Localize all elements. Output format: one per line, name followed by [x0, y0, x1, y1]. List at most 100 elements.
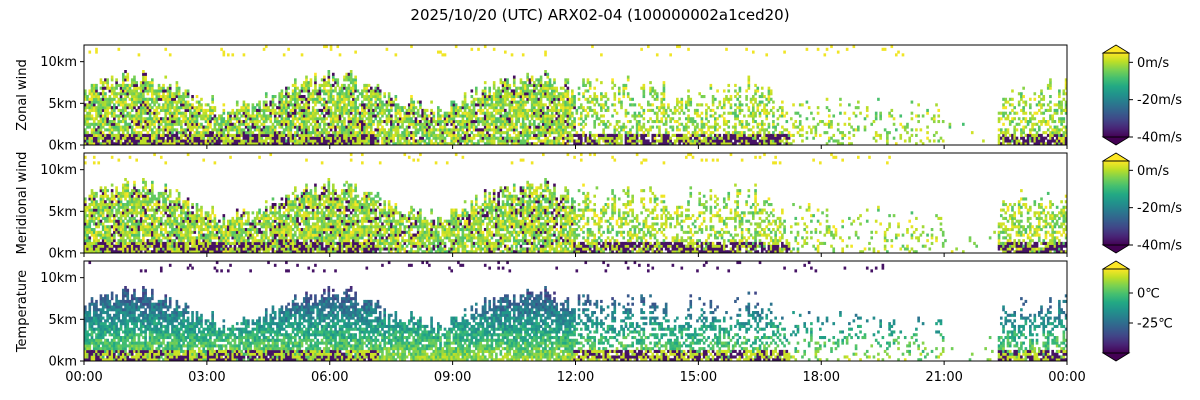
heatmap-cell [541, 83, 545, 87]
heatmap-cell [646, 100, 650, 104]
heatmap-cell [642, 95, 646, 99]
heatmap-cell [285, 103, 288, 107]
heatmap-cell [548, 78, 552, 82]
heatmap-cell [155, 108, 159, 112]
heatmap-cell [1020, 95, 1023, 99]
heatmap-cell [506, 117, 509, 121]
heatmap-cell [356, 125, 360, 129]
heatmap-cell [416, 100, 420, 104]
heatmap-cell [948, 125, 952, 129]
heatmap-cell [144, 106, 147, 110]
heatmap-cell [754, 114, 757, 118]
heatmap-cell [340, 133, 344, 137]
heatmap-cell [841, 131, 844, 135]
heatmap-cell [84, 89, 87, 93]
heatmap-cell [441, 131, 445, 135]
heatmap-cell [582, 133, 585, 137]
heatmap-cell [329, 133, 333, 137]
heatmap-cell [229, 117, 232, 121]
heatmap-cell [729, 97, 733, 101]
heatmap-cell [805, 100, 809, 104]
heatmap-cell [600, 92, 603, 96]
heatmap-cell [521, 111, 525, 115]
heatmap-cell [466, 117, 469, 121]
heatmap-cell [727, 125, 731, 129]
heatmap-cell [356, 136, 360, 140]
heatmap-cell [211, 108, 214, 112]
heatmap-cell [602, 103, 605, 107]
heatmap-cell [658, 120, 661, 124]
heatmap-cell [329, 92, 333, 96]
heatmap-cell [142, 81, 145, 85]
heatmap-cell [579, 117, 583, 121]
heatmap-cell [428, 142, 431, 146]
heatmap-cell [499, 103, 503, 107]
heatmap-cell [760, 86, 764, 90]
heatmap-cell [226, 117, 230, 121]
heatmap-cell [296, 125, 299, 129]
heatmap-cell [106, 142, 109, 146]
heatmap-cell [399, 125, 402, 129]
heatmap-cell [258, 106, 261, 110]
heatmap-cell [394, 133, 398, 137]
heatmap-cell [468, 114, 471, 118]
heatmap-cell [336, 83, 340, 87]
heatmap-cell [584, 139, 588, 143]
heatmap-cell [300, 139, 304, 143]
heatmap-cell [164, 106, 168, 110]
heatmap-cell [316, 100, 319, 104]
heatmap-cell [343, 128, 346, 132]
heatmap-cell [479, 103, 483, 107]
heatmap-cell [416, 122, 420, 126]
heatmap-cell [117, 142, 121, 146]
heatmap-cell [347, 97, 351, 101]
heatmap-cell [249, 131, 252, 135]
heatmap-cell [294, 83, 297, 87]
heatmap-cell [414, 133, 418, 137]
heatmap-cell [687, 139, 690, 143]
heatmap-cell [124, 108, 127, 112]
heatmap-cell [282, 103, 286, 107]
heatmap-cell [159, 133, 163, 137]
heatmap-cell [215, 136, 219, 140]
heatmap-cell [410, 117, 413, 121]
heatmap-cell [466, 120, 469, 124]
heatmap-cell [256, 111, 259, 115]
heatmap-cell [282, 139, 286, 143]
heatmap-cell [452, 100, 456, 104]
heatmap-cell [222, 117, 226, 121]
heatmap-cell [432, 142, 436, 146]
heatmap-cell [926, 125, 929, 129]
heatmap-cell [108, 128, 112, 132]
heatmap-cell [331, 114, 335, 118]
heatmap-cell [267, 117, 270, 121]
heatmap-cell [586, 111, 590, 115]
heatmap-cell [331, 89, 335, 93]
heatmap-cell [153, 92, 156, 96]
heatmap-cell [573, 125, 576, 129]
heatmap-cell [622, 95, 626, 99]
heatmap-cell [175, 81, 179, 85]
heatmap-cell [247, 131, 250, 135]
heatmap-cell [461, 103, 465, 107]
heatmap-cell [352, 97, 355, 101]
heatmap-cell [919, 139, 923, 143]
heatmap-cell [242, 106, 246, 110]
heatmap-cell [142, 125, 145, 129]
heatmap-cell [358, 120, 362, 124]
heatmap-cell [180, 106, 183, 110]
heatmap-cell [468, 122, 471, 126]
heatmap-cell [501, 120, 505, 124]
heatmap-cell [175, 128, 179, 132]
heatmap-cell [242, 133, 246, 137]
heatmap-cell [213, 117, 217, 121]
heatmap-cell [439, 142, 442, 146]
heatmap-cell [566, 106, 570, 110]
heatmap-cell [434, 122, 438, 126]
heatmap-cell [678, 117, 681, 121]
heatmap-cell [394, 106, 398, 110]
heatmap-cell [175, 120, 179, 124]
heatmap-cell [296, 92, 299, 96]
heatmap-cell [392, 136, 395, 140]
heatmap-cell [99, 92, 103, 96]
